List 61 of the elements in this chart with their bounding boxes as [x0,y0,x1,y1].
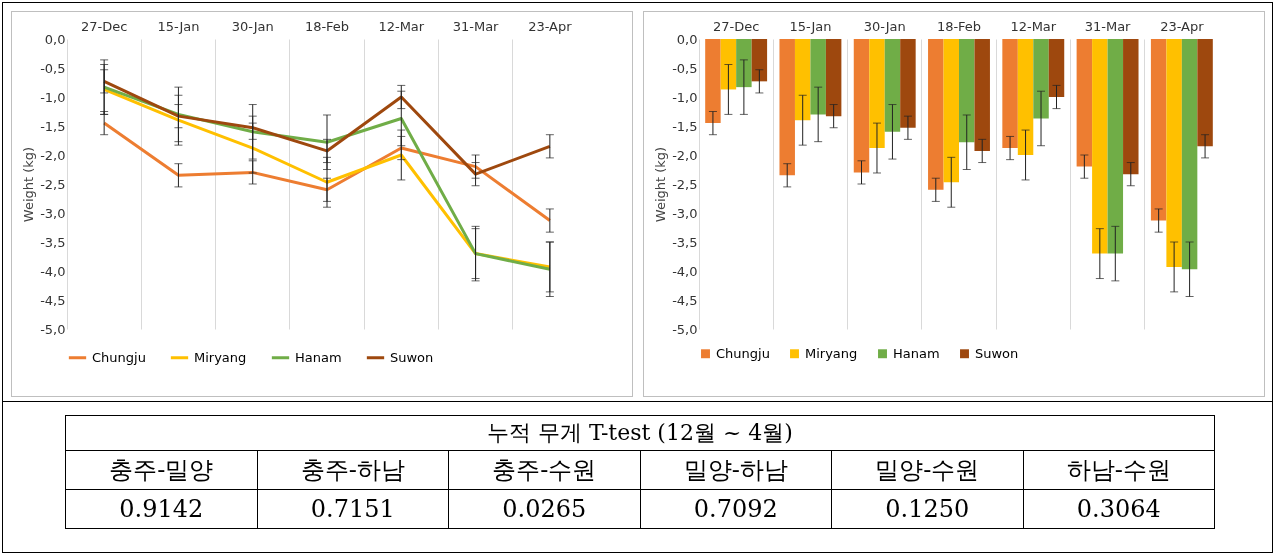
legend-label: Suwon [975,345,1019,361]
y-tick-label: -2,5 [672,176,698,192]
y-tick-label: -3,0 [40,205,66,221]
text: 0.7151 [257,489,449,529]
legend-label: Chungju [716,345,770,361]
y-tick-label: -2,0 [40,147,66,163]
x-tick-label: 15-Jan [789,18,832,34]
y-tick-label: -1,0 [672,89,698,105]
y-tick-label: -4,0 [672,263,698,279]
line-series [102,79,552,176]
y-tick-label: 0,0 [44,31,66,47]
line-series [102,121,552,223]
legend-label: Chungju [92,349,146,365]
x-tick-label: 12-Mar [378,18,425,34]
y-axis-title: Weight (kg) [653,146,669,223]
x-tick-label: 18-Feb [304,18,350,34]
y-tick-label: 0,0 [676,31,698,47]
text: 0.7092 [640,489,832,529]
y-tick-label: -3,5 [40,234,66,250]
text: 0.1250 [831,489,1023,529]
text: 누적 무게 T-test (12월 ~ 4월) [65,415,1215,451]
legend-label: Suwon [390,349,434,365]
y-tick-label: -4,5 [672,292,698,308]
x-tick-label: 31-Mar [452,18,500,34]
x-tick-label: 27-Dec [712,18,760,34]
text: 0.3064 [1023,489,1215,529]
x-tick-label: 12-Mar [1010,18,1057,34]
x-tick-label: 30-Jan [863,18,906,34]
x-tick-label: 31-Mar [1084,18,1132,34]
text: 0.0265 [448,489,640,529]
y-tick-label: -2,0 [672,147,698,163]
x-tick-label: 23-Apr [528,18,573,34]
y-tick-label: -5,0 [40,321,66,337]
y-tick-label: -0,5 [40,60,66,76]
category-label: 충주-밀양 [65,450,257,490]
y-tick-label: -3,0 [672,205,698,221]
category-label: 충주-수원 [448,450,640,490]
category-label: 밀양-수원 [831,450,1023,490]
legend-label: Miryang [194,349,247,365]
legend-label: Miryang [805,345,858,361]
category-label: 충주-하남 [257,450,449,490]
x-tick-label: 18-Feb [936,18,982,34]
category-label: 하남-수원 [1023,450,1215,490]
x-tick-label: 23-Apr [1160,18,1205,34]
legend-label: Hanam [295,349,342,365]
y-tick-label: -3,5 [672,234,698,250]
y-tick-label: -4,5 [40,292,66,308]
y-tick-label: -1,0 [40,89,66,105]
y-tick-label: -1,5 [672,118,698,134]
text: 0.9142 [65,489,257,529]
x-tick-label: 27-Dec [80,18,128,34]
y-tick-label: -1,5 [40,118,66,134]
x-tick-label: 30-Jan [231,18,274,34]
y-tick-label: -5,0 [672,321,698,337]
y-axis-title: Weight (kg) [21,146,37,223]
y-tick-label: -0,5 [672,60,698,76]
legend-label: Hanam [893,345,940,361]
category-label: 밀양-하남 [640,450,832,490]
x-tick-label: 15-Jan [157,18,200,34]
y-tick-label: -4,0 [40,263,66,279]
y-tick-label: -2,5 [40,176,66,192]
